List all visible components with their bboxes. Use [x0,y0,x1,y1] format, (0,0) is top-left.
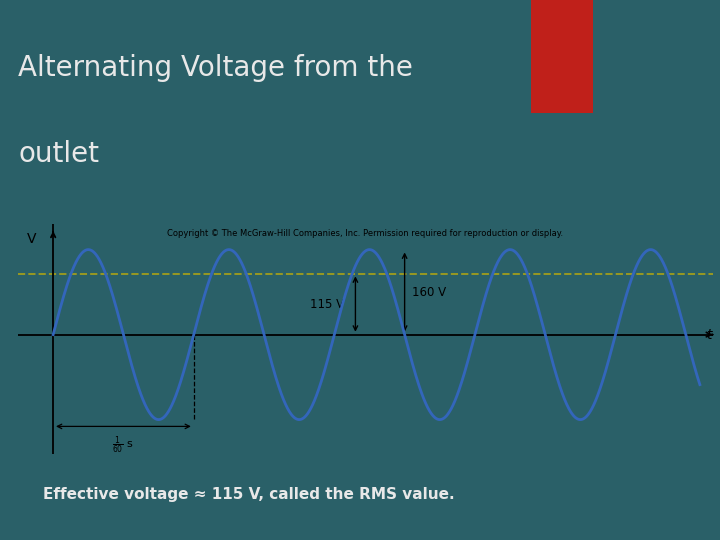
Text: outlet: outlet [18,140,99,168]
Text: $\frac{1}{60}$ s: $\frac{1}{60}$ s [112,435,135,456]
Text: $t$: $t$ [706,328,714,342]
Text: Copyright © The McGraw-Hill Companies, Inc. Permission required for reproduction: Copyright © The McGraw-Hill Companies, I… [167,229,564,238]
Text: 115 V: 115 V [310,298,344,310]
Text: 160 V: 160 V [412,286,446,299]
Text: V: V [27,232,37,246]
Text: Alternating Voltage from the: Alternating Voltage from the [18,54,413,82]
Text: Effective voltage ≈ 115 V, called the RMS value.: Effective voltage ≈ 115 V, called the RM… [43,487,455,502]
